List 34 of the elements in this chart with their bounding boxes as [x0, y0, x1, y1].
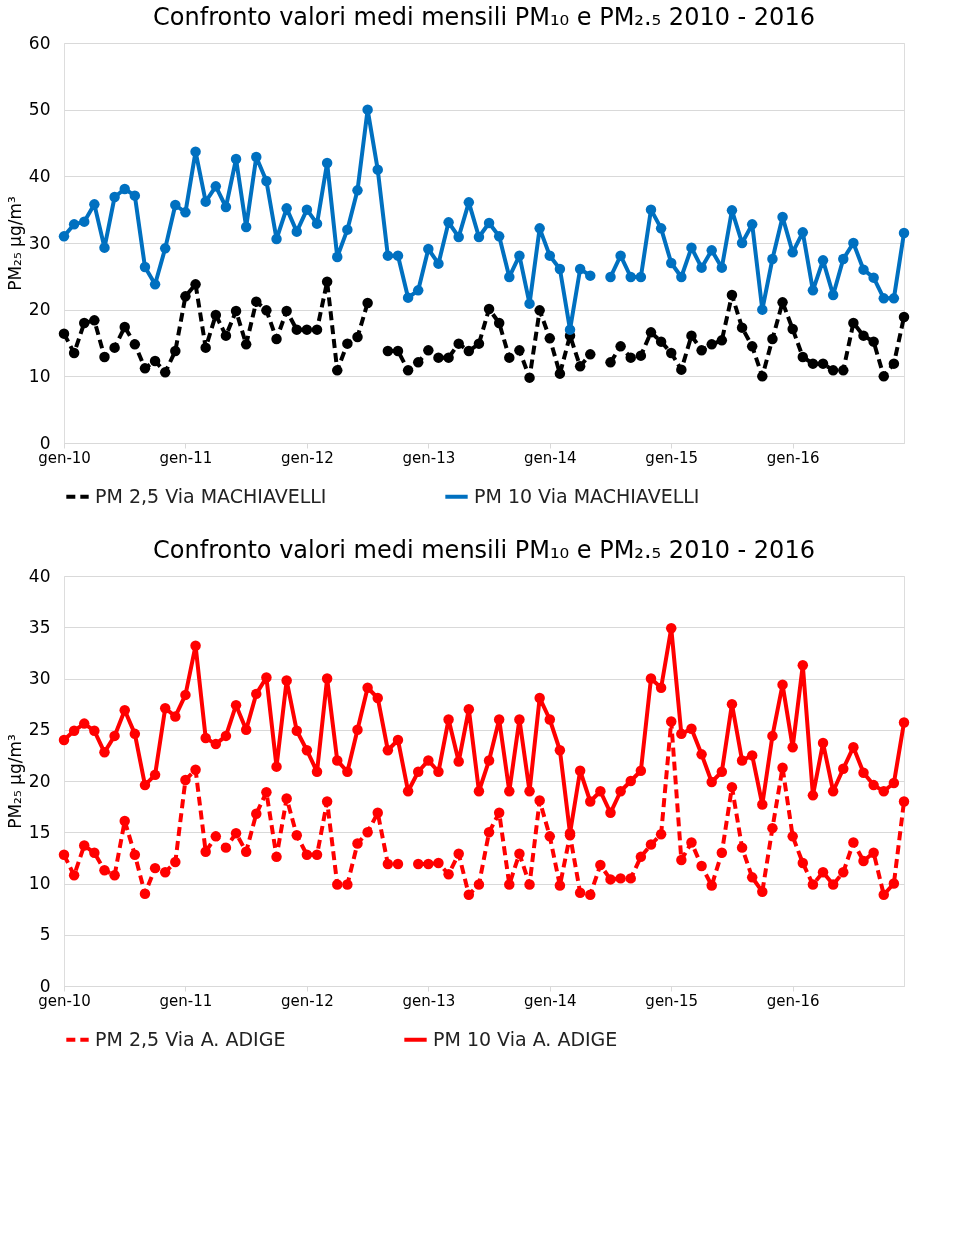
x-tick-label: gen-15: [645, 448, 699, 467]
legend-label: PM 10 Via MACHIAVELLI: [474, 484, 700, 507]
x-tick-label: gen-14: [523, 448, 577, 467]
legend-label: PM 10 Via A. ADIGE: [433, 1027, 618, 1050]
x-tick-label: gen-11: [159, 991, 213, 1010]
y-tick-label: 10: [28, 873, 51, 893]
legend-label: PM 2,5 Via A. ADIGE: [95, 1027, 286, 1050]
x-tick-label: gen-15: [645, 991, 699, 1010]
y-tick-label: 5: [39, 924, 51, 945]
chart-title: Confronto valori medi mensili PM₁₀ e PM₂.₅ 2010 - 2016: [153, 3, 815, 31]
y-tick-label: 10: [28, 365, 51, 386]
x-tick-label: gen-16: [766, 991, 820, 1010]
y-tick-label: 35: [28, 616, 51, 637]
y-tick-label: 30: [28, 232, 51, 253]
y-tick-label: 20: [28, 299, 51, 320]
x-tick-label: gen-16: [766, 448, 820, 467]
y-tick-label: 40: [28, 165, 51, 186]
y-tick-label: 15: [28, 821, 51, 842]
x-tick-label: gen-12: [281, 991, 334, 1010]
x-tick-label: gen-11: [159, 448, 213, 467]
x-tick-label: gen-12: [281, 448, 334, 467]
y-axis-title: PM₂₅ µg/m³: [4, 196, 25, 291]
y-tick-label: 20: [28, 770, 51, 791]
chart-title: Confronto valori medi mensili PM₁₀ e PM₂.₅ 2010 - 2016: [153, 536, 815, 564]
y-axis-title: PM₂₅ µg/m³: [4, 734, 25, 829]
x-tick-label: gen-13: [402, 448, 456, 467]
y-tick-label: 40: [28, 565, 51, 586]
y-tick-label: 50: [28, 99, 51, 120]
x-tick-label: gen-13: [402, 991, 456, 1010]
y-tick-label: 30: [28, 668, 51, 688]
y-tick-label: 60: [28, 32, 51, 53]
x-tick-label: gen-14: [523, 991, 577, 1010]
legend-label: PM 2,5 Via MACHIAVELLI: [95, 484, 327, 507]
y-tick-label: 25: [28, 719, 51, 740]
